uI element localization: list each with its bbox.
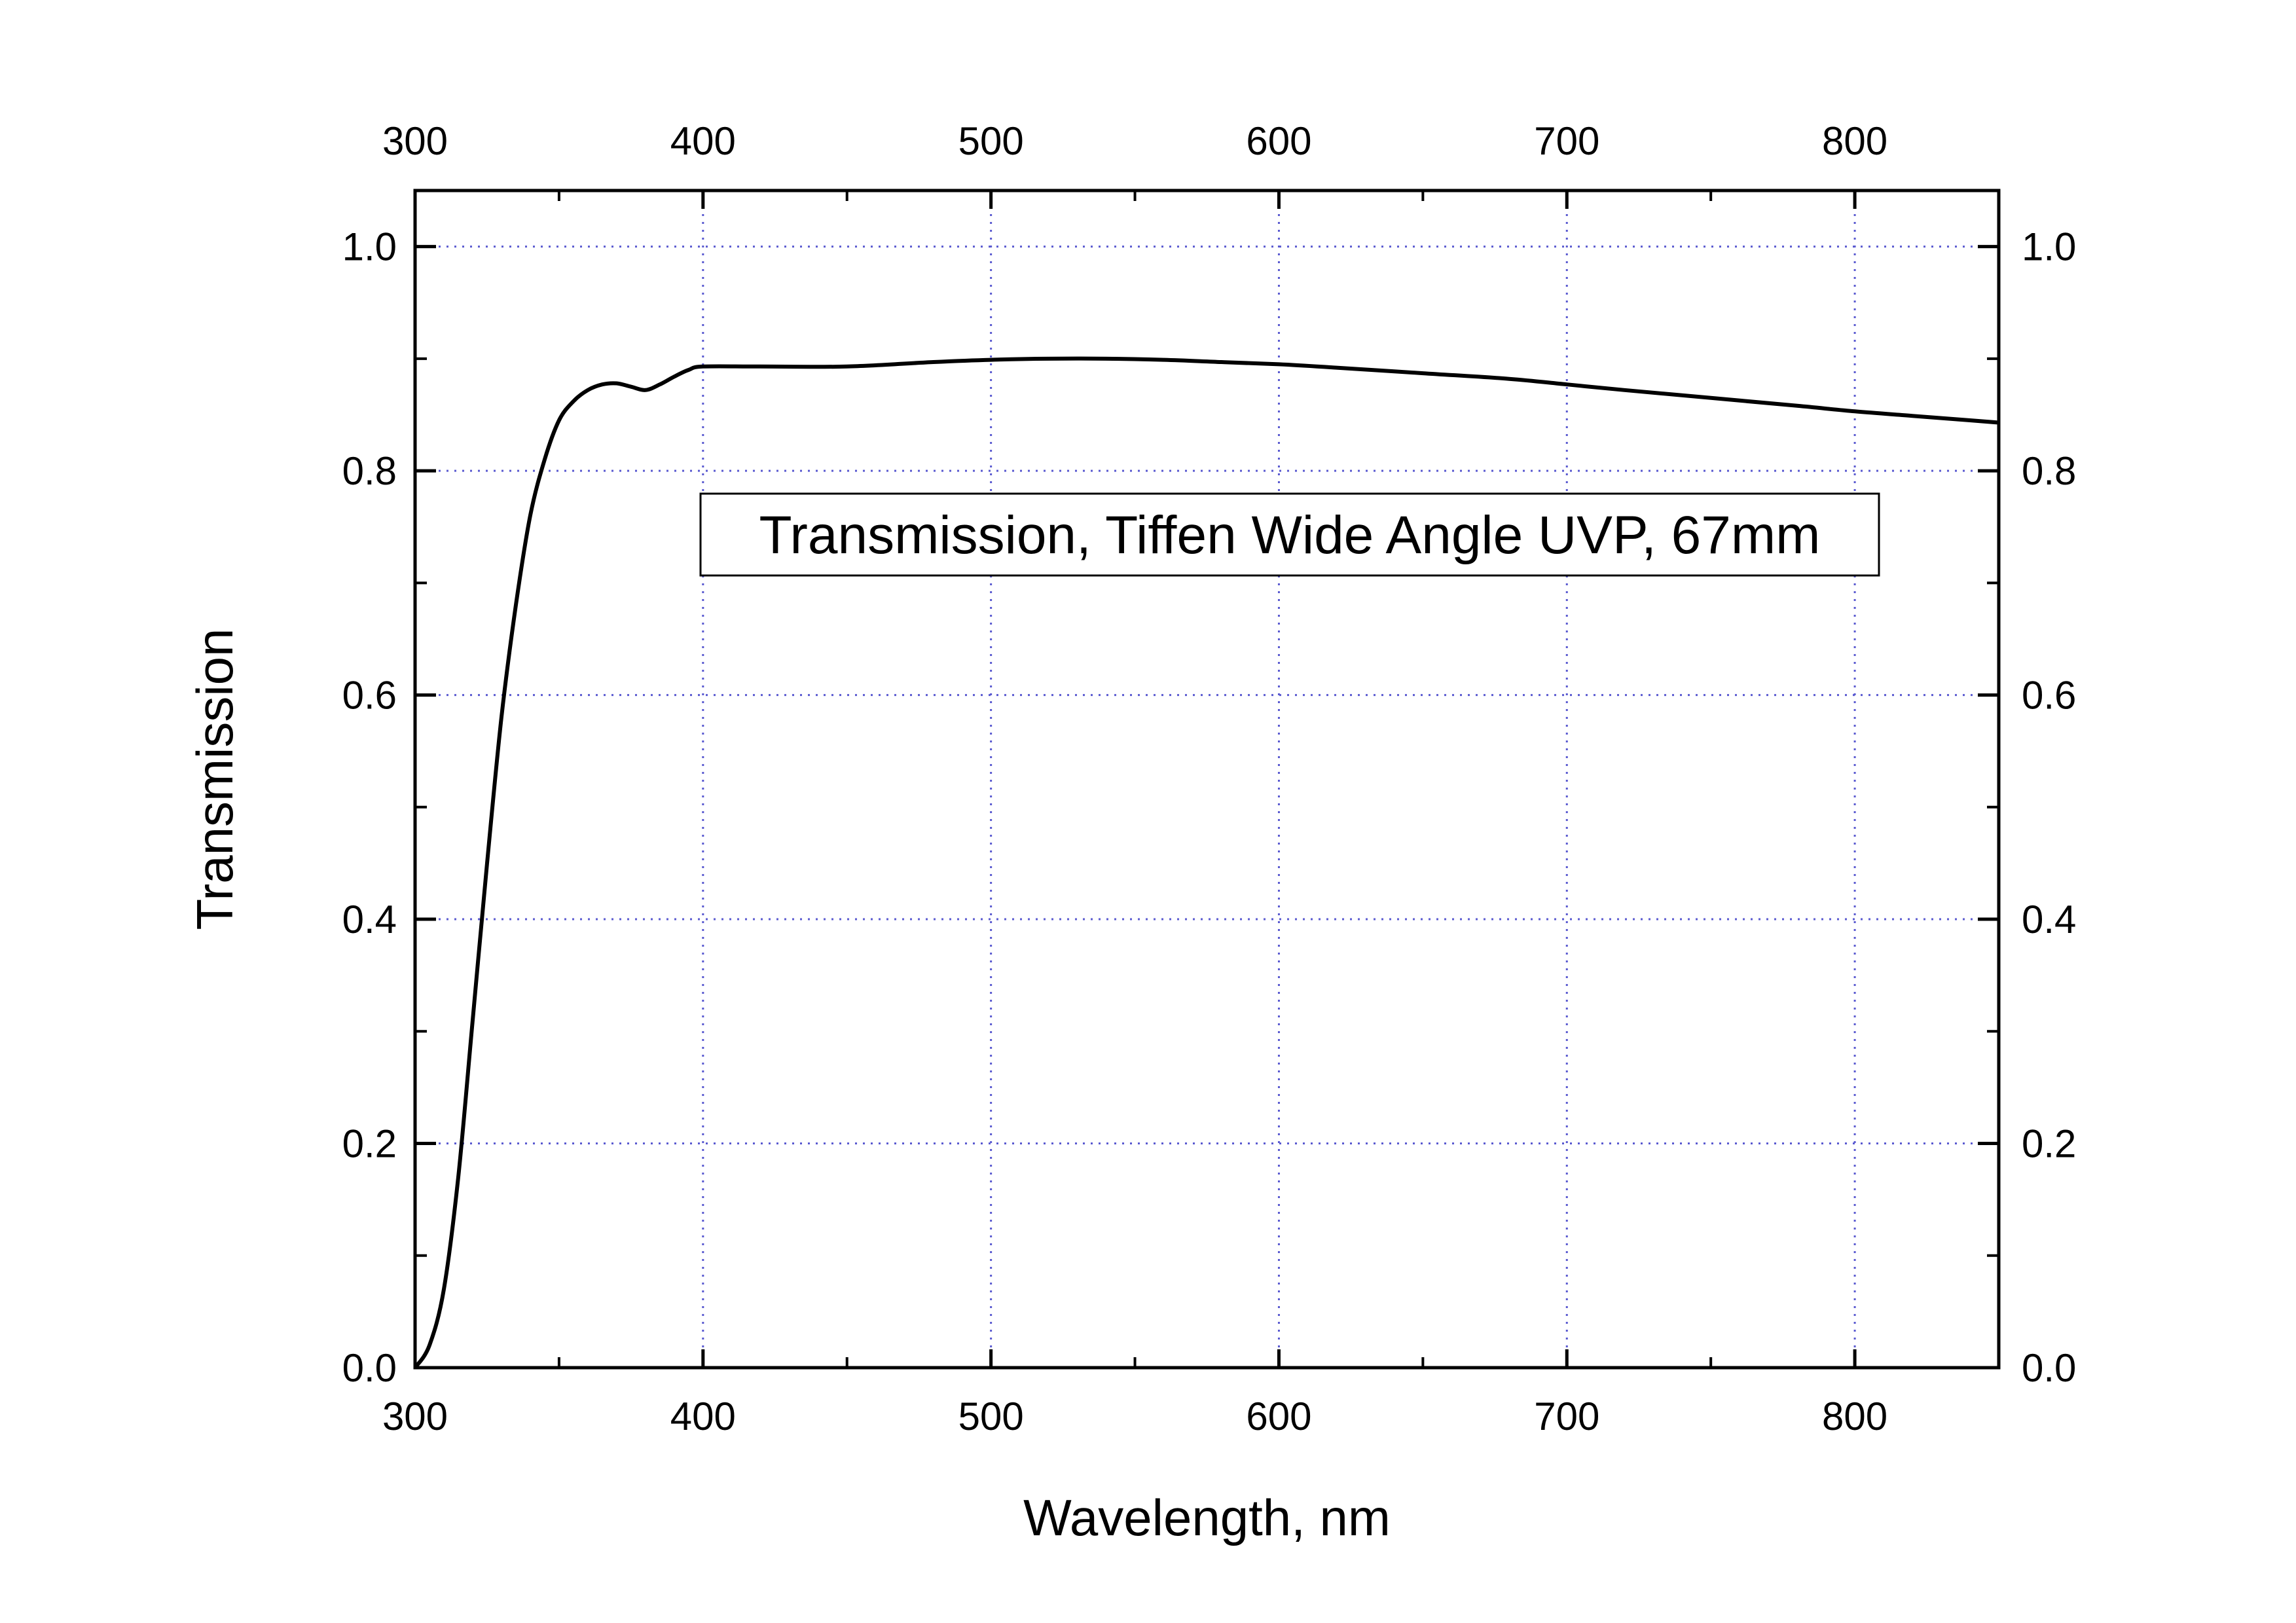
y-tick-label-left: 0.8 — [342, 449, 397, 493]
y-tick-label-left: 1.0 — [342, 225, 397, 269]
y-tick-label-right: 1.0 — [2022, 225, 2076, 269]
x-tick-label-top: 800 — [1822, 119, 1887, 163]
x-tick-label-bottom: 300 — [382, 1395, 448, 1438]
tick-labels: 300 300 400 400 500 500 600 600 700 700 800 800 0.0 0… — [342, 119, 2077, 1438]
x-axis-title: Wavelength, nm — [1023, 1489, 1391, 1546]
plot-frame — [413, 189, 2001, 1370]
x-tick-label-bottom: 700 — [1534, 1395, 1599, 1438]
x-tick-label-bottom: 400 — [670, 1395, 736, 1438]
curve-layer — [413, 356, 1999, 1369]
tick-marks — [413, 191, 1999, 1370]
x-tick-label-bottom: 800 — [1822, 1395, 1887, 1438]
x-tick-label-top: 300 — [382, 119, 448, 163]
y-tick-label-left: 0.0 — [342, 1346, 397, 1390]
x-tick-label-bottom: 600 — [1246, 1395, 1311, 1438]
y-tick-label-right: 0.6 — [2022, 674, 2076, 718]
x-tick-label-top: 500 — [958, 119, 1024, 163]
y-tick-label-left: 0.4 — [342, 898, 397, 941]
y-tick-label-left: 0.6 — [342, 674, 397, 718]
y-axis-title: Transmission — [186, 629, 244, 930]
y-tick-label-right: 0.8 — [2022, 449, 2076, 493]
y-tick-label-left: 0.2 — [342, 1122, 397, 1166]
annotation-frame — [699, 492, 1880, 577]
transmission-curve — [413, 356, 1999, 1369]
x-tick-label-top: 400 — [670, 119, 736, 163]
x-tick-label-top: 700 — [1534, 119, 1599, 163]
annotation-text: Transmission, Tiffen Wide Angle UVP, 67m… — [759, 505, 1821, 565]
annotation-box: Transmission, Tiffen Wide Angle UVP, 67m… — [699, 492, 1880, 577]
x-tick-label-bottom: 500 — [958, 1395, 1024, 1438]
y-tick-label-right: 0.4 — [2022, 898, 2076, 941]
y-tick-label-right: 0.2 — [2022, 1122, 2076, 1166]
x-tick-label-top: 600 — [1246, 119, 1311, 163]
y-tick-label-right: 0.0 — [2022, 1346, 2076, 1390]
